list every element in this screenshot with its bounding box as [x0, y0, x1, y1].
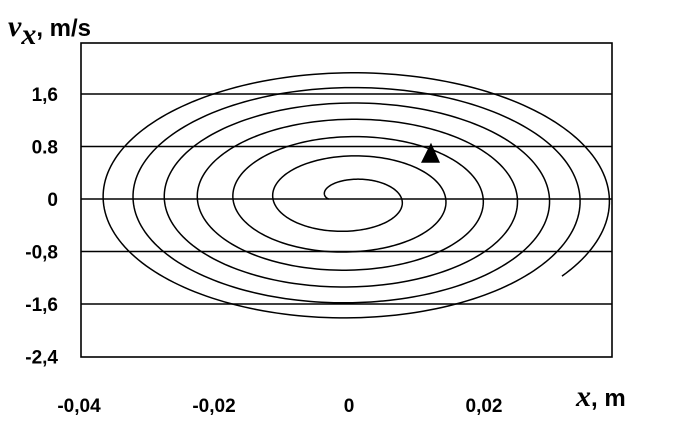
- x-tick-labels: -0,04 -0,02 0 0,02: [57, 396, 502, 417]
- y-axis-unit: , m/s: [36, 15, 91, 42]
- x-axis-symbol: x: [575, 380, 591, 413]
- x-tick-label: -0,02: [192, 396, 235, 417]
- spiral-trajectory: [102, 72, 611, 319]
- y-tick-label: 0: [47, 190, 58, 211]
- y-tick-label: 1,6: [32, 85, 58, 106]
- y-tick-label: -1,6: [25, 295, 58, 316]
- y-tick-labels: 1,6 0.8 0 -0,8 -1,6 -2,4: [25, 85, 58, 369]
- y-axis-symbol: v: [8, 10, 22, 43]
- trajectory-line: [102, 72, 611, 319]
- x-axis-unit: , m: [591, 385, 626, 412]
- x-tick-label: -0,04: [57, 396, 101, 417]
- x-tick-label: 0: [344, 396, 355, 417]
- y-tick-label: 0.8: [32, 138, 58, 159]
- y-axis-subscript: x: [20, 18, 36, 51]
- x-axis-label: x, m: [575, 380, 626, 413]
- y-tick-label: -2,4: [25, 348, 58, 369]
- direction-arrow: [421, 142, 440, 163]
- y-axis-label: vx, m/s: [8, 10, 91, 51]
- x-tick-label: 0,02: [466, 396, 503, 417]
- plot-frame: [80, 42, 613, 358]
- y-tick-label: -0,8: [25, 243, 58, 264]
